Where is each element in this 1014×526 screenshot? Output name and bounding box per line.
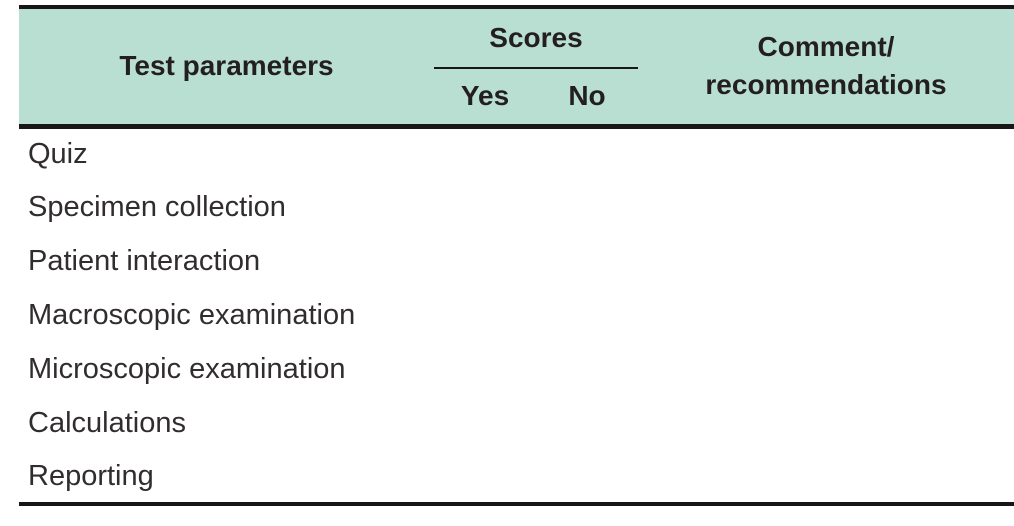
cell-parameter: Specimen collection xyxy=(19,180,434,234)
table-row: Specimen collection xyxy=(19,180,1014,234)
cell-parameter: Patient interaction xyxy=(19,234,434,288)
cell-parameter: Microscopic examination xyxy=(19,342,434,396)
table-header: Test parameters Scores Comment/ recommen… xyxy=(19,7,1014,129)
header-comment-recommendations: Comment/ recommendations xyxy=(638,7,1014,129)
cell-parameter: Quiz xyxy=(19,126,434,180)
cell-yes xyxy=(434,126,536,180)
table-row: Quiz xyxy=(19,126,1014,180)
cell-yes xyxy=(434,288,536,342)
cell-yes xyxy=(434,180,536,234)
cell-no xyxy=(536,234,638,288)
header-row-bottom: Yes No xyxy=(19,68,1014,129)
table-row: Macroscopic examination xyxy=(19,288,1014,342)
header-test-parameters: Test parameters xyxy=(19,7,434,129)
cell-comment xyxy=(638,126,1014,180)
cell-no xyxy=(536,342,638,396)
cell-no xyxy=(536,126,638,180)
cell-yes xyxy=(434,396,536,450)
cell-parameter: Macroscopic examination xyxy=(19,288,434,342)
table-row: Patient interaction xyxy=(19,234,1014,288)
cell-yes xyxy=(434,342,536,396)
header-scores-group: Scores xyxy=(434,7,638,69)
header-no: No xyxy=(536,68,638,129)
table-row: Calculations xyxy=(19,396,1014,450)
table-body: Quiz Specimen collection Patient interac… xyxy=(19,126,1014,504)
cell-comment xyxy=(638,288,1014,342)
header-yes: Yes xyxy=(434,68,536,129)
header-row-top: Test parameters Scores Comment/ recommen… xyxy=(19,7,1014,129)
cell-no xyxy=(536,180,638,234)
table-row: Microscopic examination xyxy=(19,342,1014,396)
assessment-table: Test parameters Scores Comment/ recommen… xyxy=(19,5,1014,506)
cell-no xyxy=(536,288,638,342)
cell-comment xyxy=(638,234,1014,288)
cell-parameter: Calculations xyxy=(19,396,434,450)
cell-no xyxy=(536,396,638,450)
cell-comment xyxy=(638,342,1014,396)
cell-parameter: Reporting xyxy=(19,450,434,504)
cell-yes xyxy=(434,450,536,504)
table-row: Reporting xyxy=(19,450,1014,504)
cell-yes xyxy=(434,234,536,288)
cell-comment xyxy=(638,450,1014,504)
cell-no xyxy=(536,450,638,504)
cell-comment xyxy=(638,180,1014,234)
cell-comment xyxy=(638,396,1014,450)
